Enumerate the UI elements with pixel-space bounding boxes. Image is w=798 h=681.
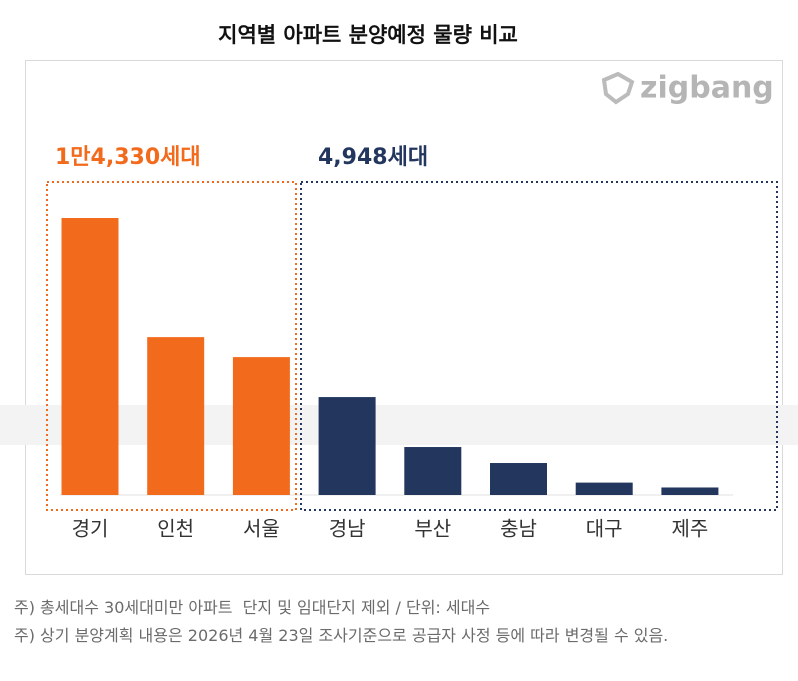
notes: 주) 총세대수 30세대미만 아파트 단지 및 임대단지 제외 / 단위: 세대… — [14, 594, 784, 650]
note: 주) 상기 분양계획 내용은 2026년 4월 23일 조사기준으로 공급자 사… — [14, 626, 669, 645]
bar — [490, 463, 547, 495]
x-tick-label: 충남 — [500, 517, 537, 541]
bar — [232, 357, 290, 495]
group-box — [46, 181, 297, 511]
bar — [575, 482, 633, 495]
chart-title: 지역별 아파트 분양예정 물량 비교 — [218, 23, 518, 47]
x-tick-label: 서울 — [243, 517, 280, 541]
note: 주) 총세대수 30세대미만 아파트 단지 및 임대단지 제외 / 단위: 세대… — [14, 598, 491, 617]
logo-text: zigbang — [640, 71, 774, 106]
x-tick-label: 경남 — [329, 517, 366, 541]
x-tick-label: 대구 — [586, 517, 623, 541]
x-tick-label: 부산 — [414, 517, 451, 541]
logo: zigbang — [601, 71, 774, 106]
x-tick-label: 경기 — [72, 517, 109, 541]
band — [0, 405, 798, 445]
bar — [61, 218, 119, 495]
group-annotation: 1만4,330세대 — [55, 145, 201, 170]
frame — [25, 60, 783, 575]
bar — [404, 447, 462, 495]
bar — [147, 337, 205, 495]
bar — [661, 487, 719, 495]
x-tick-label: 인천 — [157, 517, 194, 541]
x-tick-label: 제주 — [671, 517, 708, 541]
group-annotation: 4,948세대 — [318, 145, 428, 170]
bar — [318, 397, 376, 495]
group-box — [300, 181, 778, 511]
